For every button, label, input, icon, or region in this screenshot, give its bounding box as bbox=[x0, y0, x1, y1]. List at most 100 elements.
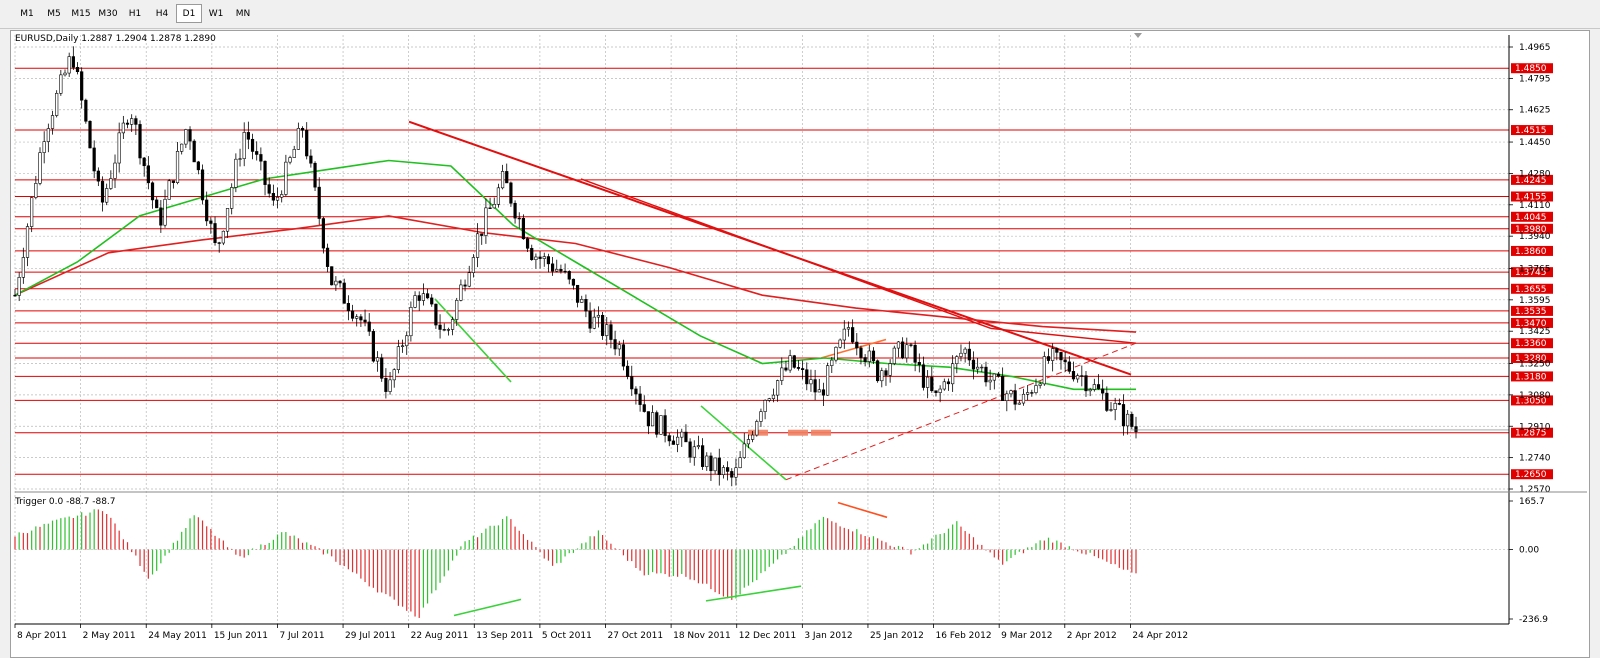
candle-body bbox=[455, 300, 459, 320]
timeframe-m30-button[interactable]: M30 bbox=[98, 9, 118, 19]
timeframe-mn-button[interactable]: MN bbox=[235, 9, 251, 19]
candle-body bbox=[921, 364, 926, 388]
candle-body bbox=[146, 165, 150, 184]
candle-body bbox=[730, 471, 734, 478]
candle-body bbox=[238, 158, 242, 160]
x-tick-label: 18 Nov 2011 bbox=[673, 631, 731, 641]
candle-body bbox=[638, 393, 642, 405]
candle-body bbox=[675, 436, 680, 445]
candle-body bbox=[130, 118, 134, 125]
candle-body bbox=[751, 434, 755, 440]
candle-body bbox=[430, 297, 434, 305]
candle-body bbox=[596, 314, 601, 318]
candle-body bbox=[480, 233, 484, 236]
candle-body bbox=[546, 256, 551, 265]
candle-body bbox=[567, 271, 571, 280]
candle-body bbox=[605, 324, 609, 336]
level-price-tag bbox=[1511, 469, 1553, 480]
candle-body bbox=[763, 400, 767, 412]
x-tick-label: 7 Jul 2011 bbox=[279, 631, 324, 641]
candle-body bbox=[175, 151, 180, 183]
candle-body bbox=[588, 310, 592, 329]
candle-body bbox=[475, 233, 480, 258]
candle-body bbox=[842, 328, 846, 341]
candle-body bbox=[538, 256, 542, 259]
x-tick-label: 25 Jan 2012 bbox=[870, 631, 924, 641]
timeframe-h1-button[interactable]: H1 bbox=[128, 9, 142, 19]
candle-body bbox=[30, 197, 34, 227]
candle-body bbox=[284, 161, 288, 195]
candle-body bbox=[271, 193, 275, 201]
timeframe-m1-button[interactable]: M1 bbox=[20, 9, 34, 19]
level-price-label: 1.3860 bbox=[1515, 247, 1547, 257]
candle-body bbox=[305, 130, 309, 157]
osc-green-divergence-1 bbox=[453, 598, 522, 617]
candle-body bbox=[792, 355, 796, 368]
candle-body bbox=[776, 380, 780, 396]
timeframe-h4-button[interactable]: H4 bbox=[155, 9, 169, 19]
candle-body bbox=[275, 196, 280, 201]
candle-body bbox=[1042, 356, 1046, 385]
candle-body bbox=[717, 457, 721, 475]
y-tick-label: 1.3080 bbox=[1519, 391, 1551, 401]
candle-body bbox=[905, 344, 909, 359]
candle-body bbox=[263, 160, 267, 185]
candle-body bbox=[1059, 352, 1063, 361]
candle-body bbox=[484, 207, 488, 236]
candle-body bbox=[196, 161, 200, 171]
candle-body bbox=[746, 439, 751, 445]
candle-body bbox=[976, 366, 980, 370]
candle-body bbox=[559, 268, 563, 272]
candle-body bbox=[580, 299, 584, 303]
candle-body bbox=[705, 455, 709, 467]
candle-body bbox=[242, 132, 246, 159]
chart-canvas[interactable]: 1.4850 1.4515 1.4245 1.4155 1.4045 1.3980 1.38… bbox=[11, 31, 1589, 657]
candle-body bbox=[550, 263, 555, 272]
candle-body bbox=[392, 369, 396, 381]
candle-body bbox=[942, 381, 946, 390]
candle-body bbox=[334, 280, 338, 286]
level-price-label: 1.3535 bbox=[1515, 307, 1547, 317]
candle-body bbox=[951, 363, 955, 385]
candle-body bbox=[684, 431, 688, 443]
level-price-tag bbox=[1511, 305, 1553, 316]
level-price-label: 1.2875 bbox=[1515, 429, 1547, 439]
chart-window[interactable]: 1.4850 1.4515 1.4245 1.4155 1.4045 1.3980 1.38… bbox=[10, 30, 1590, 658]
candle-body bbox=[113, 162, 117, 179]
trendlines bbox=[408, 120, 1137, 481]
candle-body bbox=[1046, 356, 1051, 361]
x-tick-label: 3 Jan 2012 bbox=[804, 631, 852, 641]
candle-body bbox=[963, 348, 967, 354]
candle-body bbox=[563, 270, 567, 273]
oscillator-title: Trigger 0.0 -88.7 -88.7 bbox=[14, 497, 116, 507]
y-tick-label: 1.3595 bbox=[1519, 296, 1551, 306]
candle-body bbox=[380, 357, 384, 379]
candle-body bbox=[701, 445, 705, 467]
level-price-label: 1.3655 bbox=[1515, 285, 1547, 295]
candle-body bbox=[667, 435, 671, 442]
descending-line-tail bbox=[990, 327, 1137, 344]
candle-body bbox=[342, 282, 346, 304]
candle-body bbox=[446, 329, 450, 331]
timeframe-m5-button[interactable]: M5 bbox=[47, 9, 61, 19]
candle-body bbox=[826, 365, 830, 396]
candle-body bbox=[517, 217, 521, 220]
candle-body bbox=[188, 129, 192, 142]
candle-body bbox=[688, 441, 692, 458]
candle-body bbox=[421, 293, 425, 301]
candle-body bbox=[509, 182, 513, 204]
candle-body bbox=[617, 344, 621, 350]
candle-body bbox=[913, 344, 917, 363]
timeframe-w1-button[interactable]: W1 bbox=[208, 9, 224, 19]
candle-body bbox=[555, 268, 559, 272]
candle-body bbox=[309, 155, 313, 164]
candle-body bbox=[488, 207, 492, 209]
candle-body bbox=[846, 327, 851, 330]
level-price-label: 1.3280 bbox=[1515, 354, 1547, 364]
candle-body bbox=[709, 455, 713, 472]
timeframe-m15-button[interactable]: M15 bbox=[71, 9, 91, 19]
timeframe-d1-button[interactable]: D1 bbox=[176, 4, 202, 23]
candle-body bbox=[17, 277, 21, 296]
candle-body bbox=[59, 74, 63, 94]
candle-body bbox=[934, 390, 938, 393]
